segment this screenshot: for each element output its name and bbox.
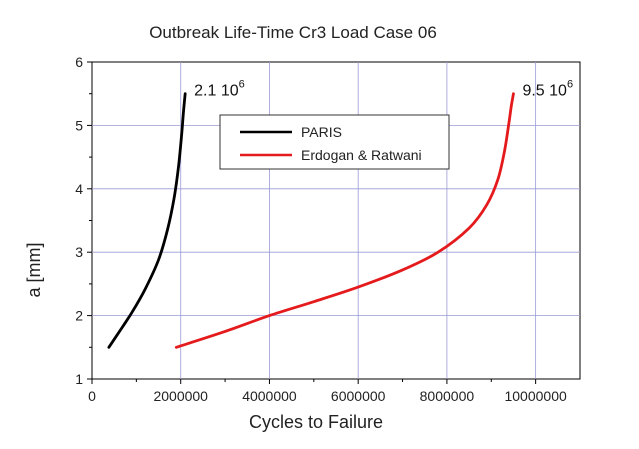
x-tick-label: 4000000 bbox=[242, 388, 297, 404]
annotation-cycles-1: 2.1 106 bbox=[194, 79, 245, 100]
y-axis-label: a [mm] bbox=[24, 242, 44, 297]
series-line-erdogan-ratwani bbox=[174, 92, 515, 349]
series-line-paris bbox=[107, 92, 187, 349]
y-tick-label: 3 bbox=[75, 244, 83, 260]
x-tick-label: 10000000 bbox=[504, 388, 567, 404]
annotations: 2.1 106 9.5 106 bbox=[194, 79, 573, 100]
x-tick-label: 6000000 bbox=[331, 388, 386, 404]
data-series bbox=[107, 92, 515, 349]
x-tick-label: 2000000 bbox=[153, 388, 208, 404]
legend-label-paris: PARIS bbox=[301, 124, 342, 140]
y-tick-label: 6 bbox=[75, 54, 83, 70]
x-tick-label: 8000000 bbox=[420, 388, 475, 404]
y-tick-label: 2 bbox=[75, 308, 83, 324]
chart-title: Outbreak Life-Time Cr3 Load Case 06 bbox=[149, 23, 437, 42]
y-tick-label: 4 bbox=[75, 181, 83, 197]
x-tick-label: 0 bbox=[88, 388, 96, 404]
legend: PARIS Erdogan & Ratwani bbox=[219, 114, 450, 170]
legend-box bbox=[219, 114, 450, 170]
legend-label-erdogan-ratwani: Erdogan & Ratwani bbox=[301, 147, 422, 163]
plot-area bbox=[91, 61, 581, 380]
axis-ticks: 0 2000000 4000000 6000000 8000000 10000000 1 2 3… bbox=[75, 54, 567, 404]
annotation-cycles-2: 9.5 106 bbox=[522, 79, 573, 100]
annotation-exponent: 6 bbox=[239, 79, 245, 91]
x-axis-label: Cycles to Failure bbox=[249, 412, 383, 432]
y-tick-label: 5 bbox=[75, 117, 83, 133]
annotation-exponent: 6 bbox=[567, 79, 573, 91]
y-tick-label: 1 bbox=[75, 371, 83, 387]
